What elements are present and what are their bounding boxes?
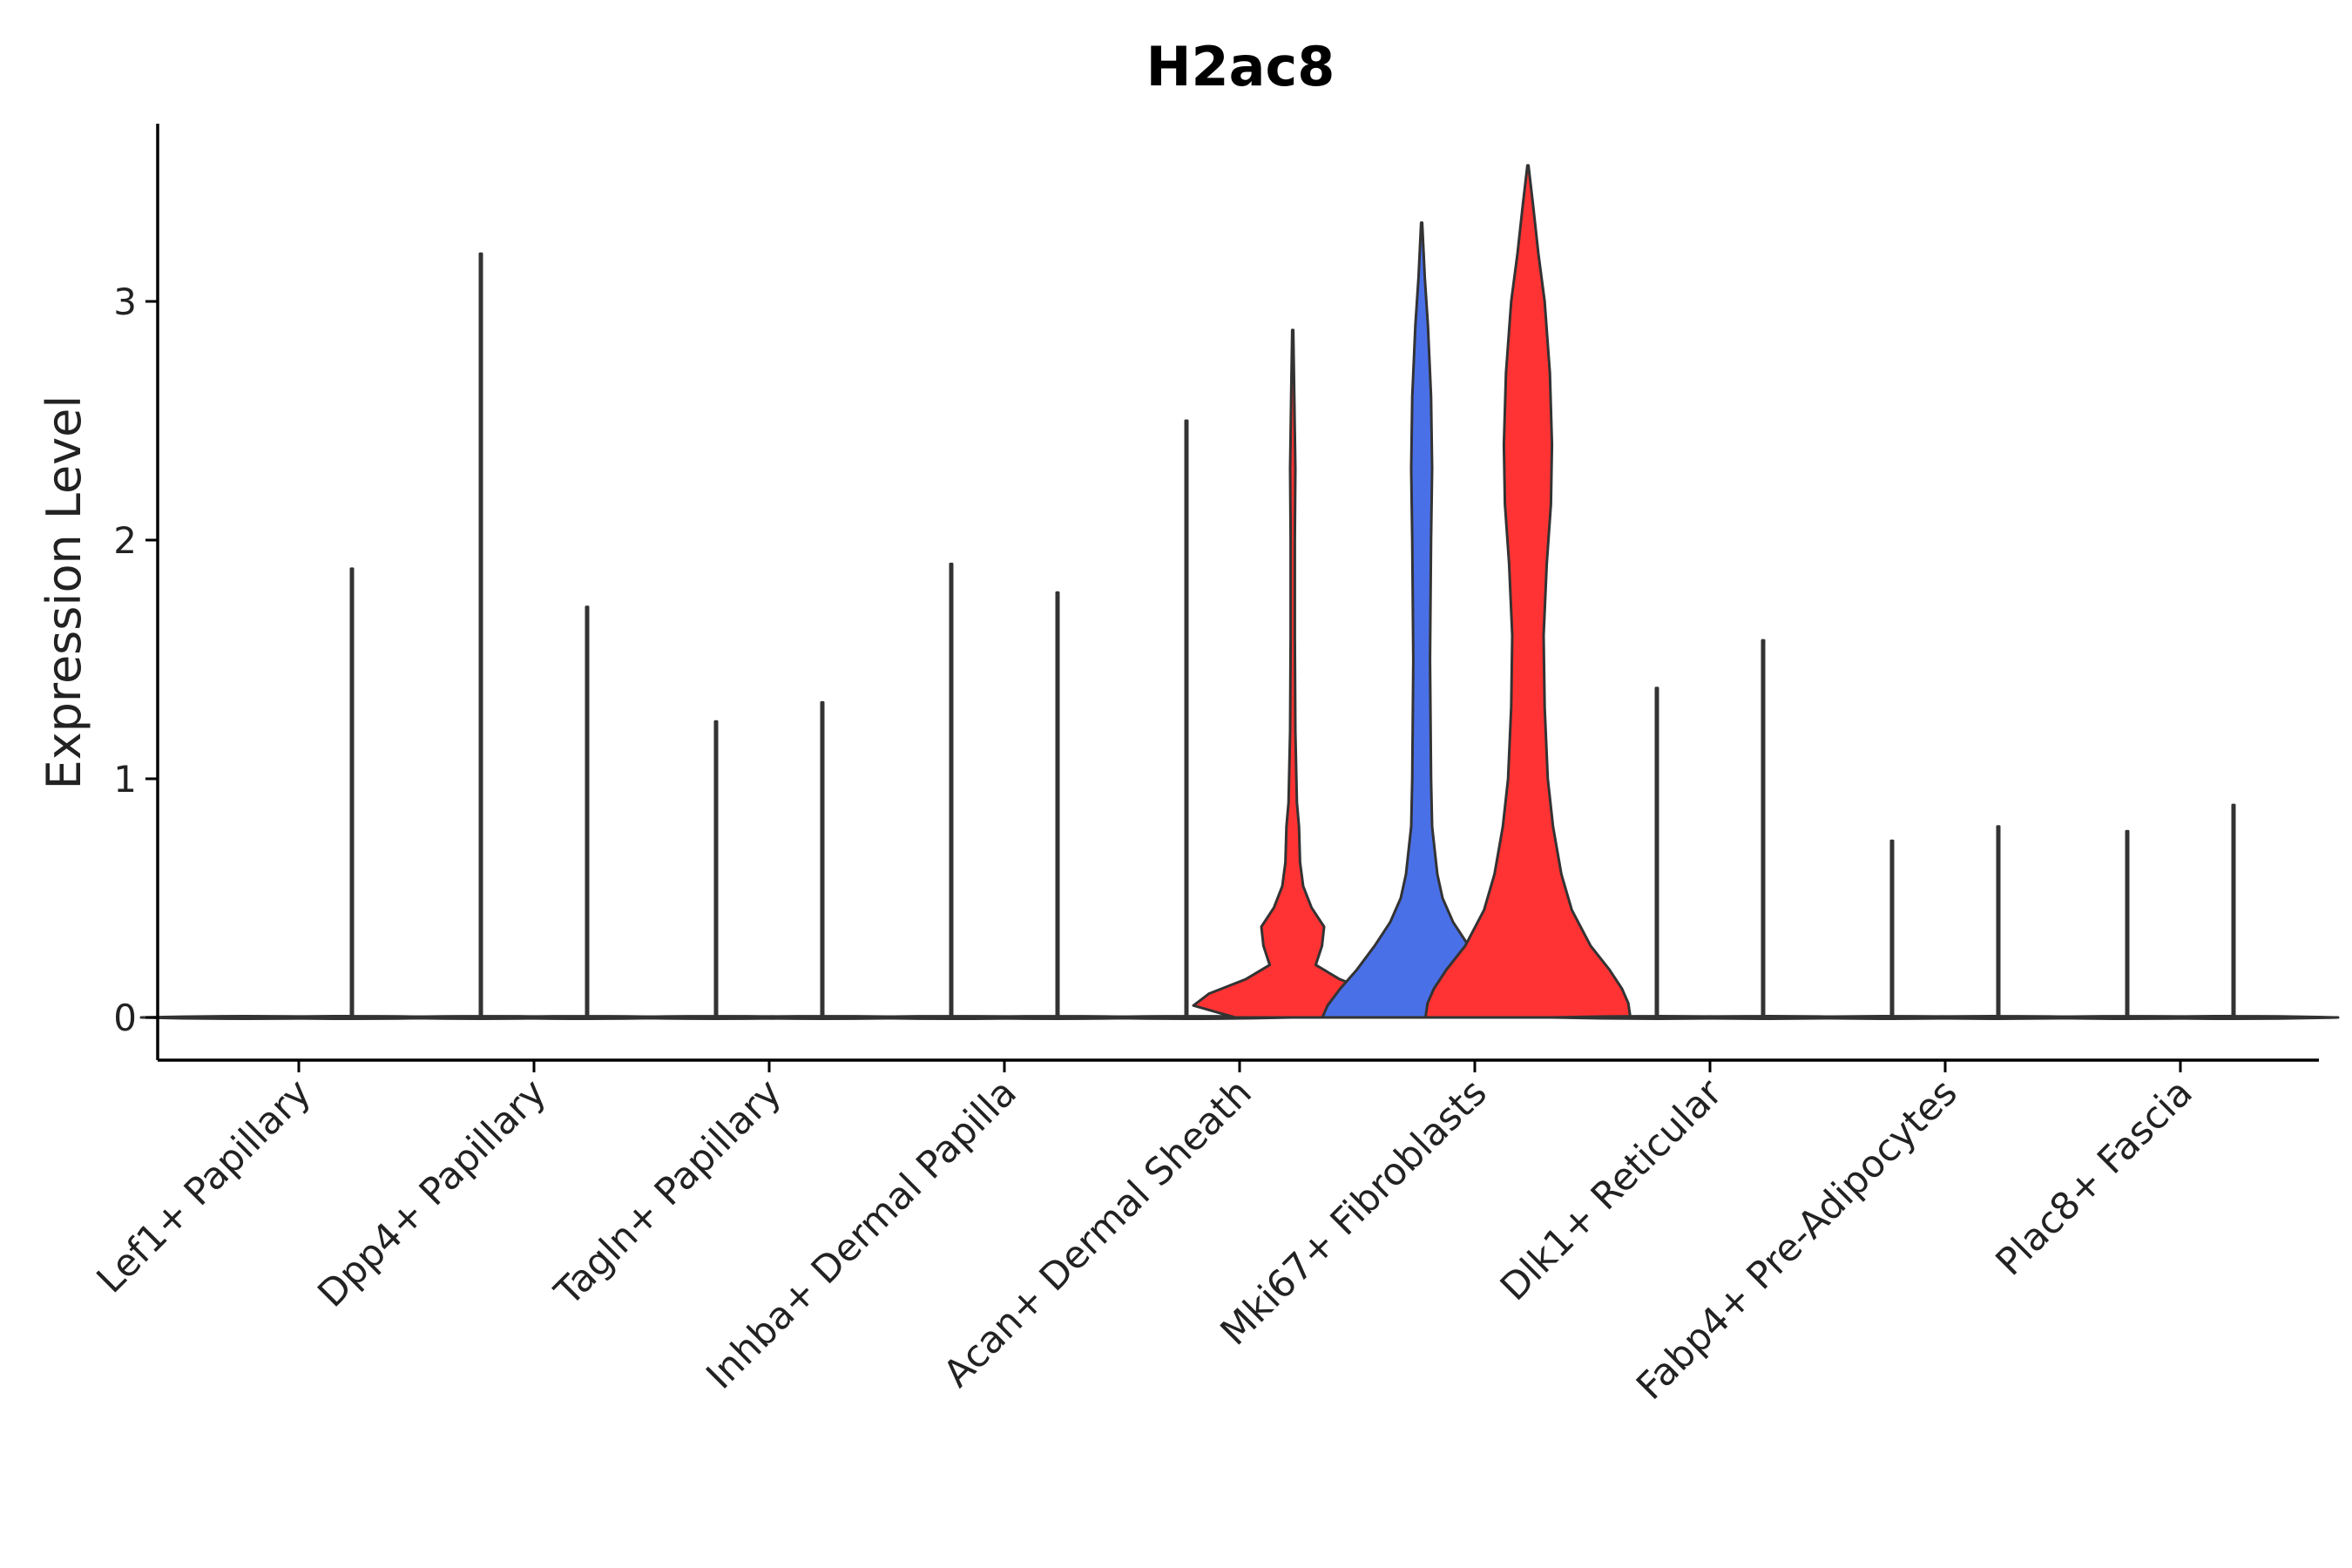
violin-fabp4-pre-adipocytes-right bbox=[1892, 825, 2105, 1020]
violin-inhba-dermal-papilla-right bbox=[951, 591, 1164, 1020]
x-tick-label-tagln-papillary: Tagln+ Papillary bbox=[546, 1071, 790, 1315]
violin-tagln-papillary-right bbox=[716, 700, 929, 1020]
x-tick-label-dpp4-papillary: Dpp4+ Papillary bbox=[310, 1071, 555, 1315]
x-tick-label-lef1-papillary: Lef1+ Papillary bbox=[89, 1071, 320, 1301]
violin-layer bbox=[139, 164, 2340, 1020]
violin-inhba-dermal-papilla-left bbox=[845, 562, 1058, 1020]
chart-title: H2ac8 bbox=[1146, 35, 1335, 98]
violin-acan-dermal-sheath-right bbox=[1192, 328, 1394, 1019]
y-axis-label: Expression Level bbox=[37, 395, 91, 790]
y-tick-label: 1 bbox=[113, 758, 137, 801]
violin-plac8-fascia-left bbox=[2021, 829, 2234, 1020]
violin-acan-dermal-sheath-left bbox=[1080, 419, 1293, 1020]
violin-plac8-fascia-right bbox=[2127, 803, 2340, 1020]
violin-dpp4-papillary-left bbox=[375, 252, 587, 1020]
violin-fabp4-pre-adipocytes-left bbox=[1786, 839, 1998, 1020]
y-tick-label: 2 bbox=[113, 519, 137, 562]
x-tick-label-plac8-fascia: Plac8+ Fascia bbox=[1988, 1071, 2201, 1284]
violin-dpp4-papillary-right bbox=[481, 605, 693, 1020]
x-tick-label-mki67-fibroblasts: Mki67+ Fibroblasts bbox=[1213, 1071, 1496, 1354]
y-tick-label: 0 bbox=[113, 997, 137, 1039]
y-tick-label: 3 bbox=[113, 280, 137, 323]
violin-lef1-papillary-right bbox=[246, 567, 458, 1020]
x-tick-label-dlk1-reticular: Dlk1+ Reticular bbox=[1492, 1071, 1731, 1309]
violin-tagln-papillary-left bbox=[610, 720, 822, 1020]
violin-mki67-fibroblasts-left bbox=[1321, 221, 1523, 1019]
violin-mki67-fibroblasts-right bbox=[1423, 164, 1632, 1019]
y-axis-ticks: 0 1 2 3 bbox=[113, 280, 158, 1039]
violin-dlk1-reticular-right bbox=[1657, 639, 1869, 1020]
